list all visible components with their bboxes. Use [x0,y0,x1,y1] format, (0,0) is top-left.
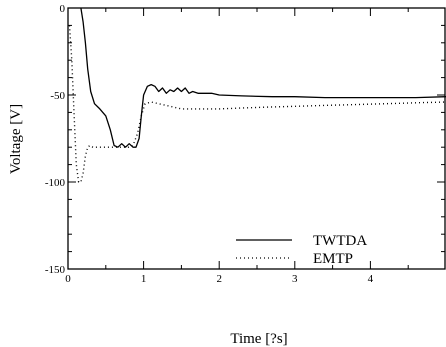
x-axis-title: Time [?s] [230,331,287,347]
axes: 0 1 2 3 4 0 -50 -100 -150 [45,3,446,285]
x-tick-label: 1 [141,273,147,285]
x-tick-label: 0 [65,273,71,285]
plot-frame [67,7,446,270]
series-line-emtp [68,25,446,183]
x-tick-label: 4 [368,273,374,285]
series-line-twtda [80,7,446,148]
x-tick-label: 3 [292,273,298,285]
y-tick-label: -100 [45,177,66,189]
series-layer [68,7,446,183]
legend-label-emtp: EMTP [313,251,353,267]
y-tick-label: 0 [60,3,66,15]
y-tick-label: -150 [45,264,66,276]
y-tick-label: -50 [50,90,65,102]
y-axis-title: Voltage [V] [8,104,24,174]
legend: TWTDA EMTP [236,233,367,267]
x-tick-label: 2 [216,273,222,285]
legend-label-twtda: TWTDA [313,233,367,249]
